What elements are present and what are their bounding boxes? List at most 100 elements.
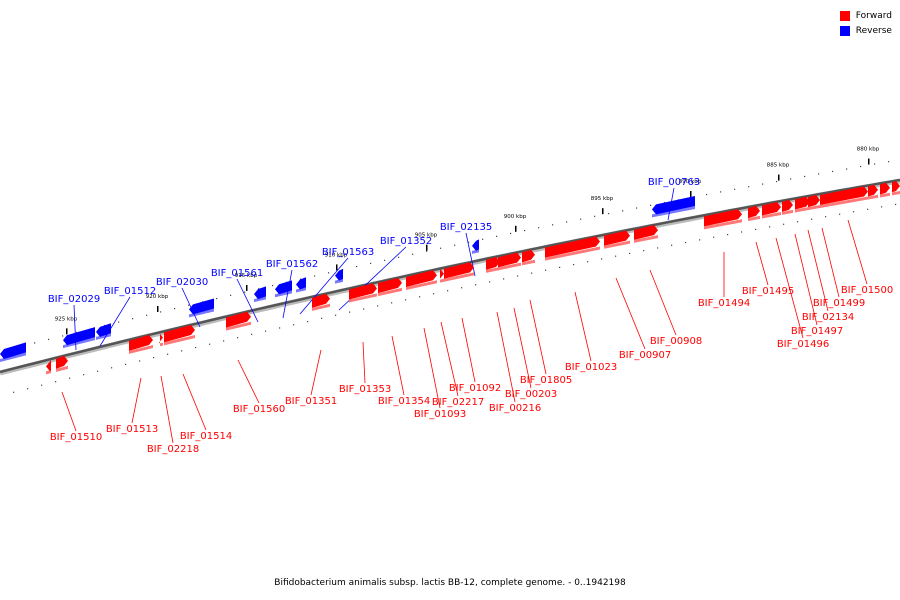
ruler-dot xyxy=(839,213,841,215)
ruler-dot xyxy=(41,384,43,386)
forward-gene-arrow-shadow xyxy=(892,191,900,196)
kbp-tick xyxy=(515,225,517,232)
ruler-dot xyxy=(454,244,456,246)
ruler-dot xyxy=(181,350,183,352)
leader-line xyxy=(775,237,804,339)
gene-label: BIF_01500 xyxy=(841,285,893,296)
genome-title: Bifidobacterium animalis subsp. lactis B… xyxy=(274,578,626,588)
forward-gene-arrow xyxy=(748,205,760,219)
forward-gene-arrow-shadow xyxy=(56,365,68,372)
forward-gene-arrow-shadow xyxy=(820,196,868,208)
kbp-label: 880 kbp xyxy=(857,147,880,153)
ruler-dot xyxy=(769,226,771,228)
forward-gene-arrow xyxy=(604,230,630,246)
ruler-dot xyxy=(713,236,715,238)
forward-gene-arrow xyxy=(634,225,658,240)
ruler-dot xyxy=(55,381,57,383)
leader-line xyxy=(667,187,675,221)
ruler-dot xyxy=(139,360,141,362)
kbp-label: 905 kbp xyxy=(415,233,438,239)
forward-gene-arrow xyxy=(129,334,153,351)
kbp-tick xyxy=(868,158,870,165)
ruler-dot xyxy=(748,186,750,188)
ruler-dot xyxy=(818,173,820,175)
ruler-dot xyxy=(545,269,547,271)
gene-label: BIF_02217 xyxy=(432,397,484,408)
gene-label: BIF_01512 xyxy=(104,286,156,297)
forward-gene-arrow-shadow xyxy=(378,287,402,297)
kbp-tick xyxy=(426,244,428,251)
ruler-dot xyxy=(83,374,85,376)
forward-swatch xyxy=(839,10,850,21)
ruler-dot xyxy=(174,307,176,310)
reverse-gene-arrow-shadow xyxy=(63,337,95,349)
ruler-dot xyxy=(307,320,309,323)
gene-label: BIF_02134 xyxy=(802,312,854,323)
ruler-dot xyxy=(132,318,134,320)
ruler-dot xyxy=(643,250,645,252)
leader-line xyxy=(131,377,142,424)
ruler-dot xyxy=(888,161,890,163)
ruler-dot xyxy=(209,343,211,345)
leader-line xyxy=(649,269,677,336)
reverse-gene-arrow xyxy=(0,342,26,359)
reverse-gene-arrow-shadow xyxy=(0,352,26,362)
ruler-dot xyxy=(524,229,526,232)
ruler-dot xyxy=(244,291,246,293)
ruler-dot xyxy=(377,305,379,307)
forward-gene-arrow xyxy=(56,355,68,369)
ruler-dot xyxy=(188,304,190,306)
gene-label: BIF_01354 xyxy=(378,396,430,407)
leader-line xyxy=(237,359,260,404)
leader-line xyxy=(461,317,476,383)
forward-gene-arrow-shadow xyxy=(748,215,760,222)
forward-gene-arrow-shadow xyxy=(522,259,535,266)
kbp-label: 890 kbp xyxy=(679,179,702,185)
forward-gene-arrow xyxy=(159,332,163,344)
ruler-dot xyxy=(265,330,267,332)
forward-gene-arrow-shadow xyxy=(704,219,742,230)
ruler-dot xyxy=(699,239,701,241)
forward-gene-arrow xyxy=(820,186,868,205)
leader-line xyxy=(310,349,322,396)
ruler-dot xyxy=(797,221,799,223)
reverse-gene-arrow xyxy=(63,327,95,346)
reverse-gene-arrow xyxy=(296,277,306,290)
kbp-label: 885 kbp xyxy=(767,163,790,169)
leader-line xyxy=(755,241,769,286)
ruler-dot xyxy=(475,284,477,286)
ruler-dot xyxy=(881,206,883,208)
ruler-dot xyxy=(167,353,169,355)
ruler-dot xyxy=(762,183,764,185)
ruler-dot xyxy=(293,324,295,326)
kbp-tick xyxy=(690,191,692,198)
ruler-dot xyxy=(412,253,414,255)
ruler-dot xyxy=(671,244,673,246)
kbp-tick xyxy=(157,306,159,313)
ruler-dot xyxy=(867,208,869,210)
forward-gene-arrow xyxy=(782,199,793,212)
gene-label: BIF_02030 xyxy=(156,277,208,288)
ruler-dot xyxy=(552,224,554,226)
ruler-dot xyxy=(874,163,876,165)
forward-gene-arrow-shadow xyxy=(226,321,251,331)
forward-gene-arrow xyxy=(164,324,195,343)
kbp-label: 895 kbp xyxy=(591,196,614,202)
ruler-dot xyxy=(426,250,428,252)
kbp-label: 925 kbp xyxy=(55,316,78,322)
gene-label: BIF_01805 xyxy=(520,375,572,386)
leader-line xyxy=(574,291,592,362)
ruler-dot xyxy=(580,218,582,220)
ruler-dot xyxy=(559,266,561,269)
forward-gene-arrow xyxy=(498,252,521,268)
legend-forward-label: Forward xyxy=(855,10,892,21)
ruler-dot xyxy=(363,308,365,310)
leader-line xyxy=(99,296,131,347)
gene-label: BIF_00203 xyxy=(505,389,557,400)
forward-gene-arrow-shadow xyxy=(129,344,153,354)
ruler-dot xyxy=(335,314,337,316)
kbp-tick xyxy=(66,328,68,335)
ruler-dot xyxy=(846,168,848,170)
ruler-dot xyxy=(349,311,351,313)
ruler-dot xyxy=(433,293,435,295)
